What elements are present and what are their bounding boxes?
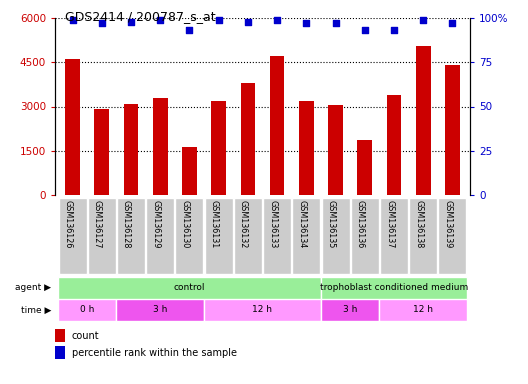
Bar xyxy=(380,198,408,274)
Point xyxy=(419,17,428,23)
Bar xyxy=(146,198,174,274)
Bar xyxy=(357,141,372,195)
Text: percentile rank within the sample: percentile rank within the sample xyxy=(72,348,237,358)
Text: time ▶: time ▶ xyxy=(21,306,51,314)
Text: 0 h: 0 h xyxy=(80,306,95,314)
Point xyxy=(68,17,77,23)
Text: 3 h: 3 h xyxy=(153,306,167,314)
Point xyxy=(185,27,194,33)
Point xyxy=(156,17,164,23)
Bar xyxy=(175,198,203,274)
Bar xyxy=(380,300,467,321)
Text: 3 h: 3 h xyxy=(343,306,357,314)
Bar xyxy=(153,98,167,195)
Text: agent ▶: agent ▶ xyxy=(15,283,51,293)
Bar xyxy=(299,101,314,195)
Text: GSM136126: GSM136126 xyxy=(63,200,72,248)
Text: GSM136127: GSM136127 xyxy=(93,200,102,248)
Bar xyxy=(328,105,343,195)
Bar xyxy=(321,277,467,299)
Text: GSM136128: GSM136128 xyxy=(122,200,131,248)
Text: trophoblast conditioned medium: trophoblast conditioned medium xyxy=(320,283,468,293)
Bar xyxy=(445,65,460,195)
Point xyxy=(214,17,223,23)
Bar xyxy=(58,277,321,299)
Bar xyxy=(182,147,197,195)
Bar xyxy=(321,300,380,321)
Point xyxy=(448,20,457,26)
Bar xyxy=(55,329,65,342)
Bar xyxy=(351,198,379,274)
Text: GSM136129: GSM136129 xyxy=(151,200,160,248)
Point xyxy=(98,20,106,26)
Text: GSM136130: GSM136130 xyxy=(181,200,190,248)
Text: count: count xyxy=(72,331,99,341)
Bar xyxy=(65,59,80,195)
Bar xyxy=(416,46,430,195)
Text: GSM136132: GSM136132 xyxy=(239,200,248,248)
Bar xyxy=(205,198,233,274)
Bar xyxy=(234,198,262,274)
Bar xyxy=(438,198,467,274)
Point xyxy=(361,27,369,33)
Bar xyxy=(386,95,401,195)
Bar xyxy=(409,198,437,274)
Text: GSM136134: GSM136134 xyxy=(297,200,306,248)
Bar xyxy=(241,83,255,195)
Text: GSM136138: GSM136138 xyxy=(414,200,423,248)
Bar xyxy=(263,198,291,274)
Point xyxy=(302,20,310,26)
Text: GSM136131: GSM136131 xyxy=(210,200,219,248)
Bar xyxy=(322,198,350,274)
Text: GSM136135: GSM136135 xyxy=(326,200,336,248)
Point xyxy=(332,20,340,26)
Point xyxy=(243,18,252,25)
Bar xyxy=(211,101,226,195)
Point xyxy=(390,27,398,33)
Bar xyxy=(204,300,321,321)
Text: GSM136133: GSM136133 xyxy=(268,200,277,248)
Bar xyxy=(270,56,285,195)
Bar xyxy=(95,109,109,195)
Text: GSM136137: GSM136137 xyxy=(385,200,394,248)
Text: 12 h: 12 h xyxy=(252,306,272,314)
Text: control: control xyxy=(174,283,205,293)
Bar xyxy=(117,198,145,274)
Point xyxy=(127,18,135,25)
Bar xyxy=(55,346,65,359)
Text: GSM136139: GSM136139 xyxy=(444,200,452,248)
Bar xyxy=(116,300,204,321)
Text: GDS2414 / 200787_s_at: GDS2414 / 200787_s_at xyxy=(65,10,215,23)
Text: GSM136136: GSM136136 xyxy=(356,200,365,248)
Bar xyxy=(124,104,138,195)
Bar xyxy=(293,198,320,274)
Text: 12 h: 12 h xyxy=(413,306,433,314)
Bar xyxy=(88,198,116,274)
Bar xyxy=(58,300,116,321)
Point xyxy=(273,17,281,23)
Bar xyxy=(59,198,87,274)
